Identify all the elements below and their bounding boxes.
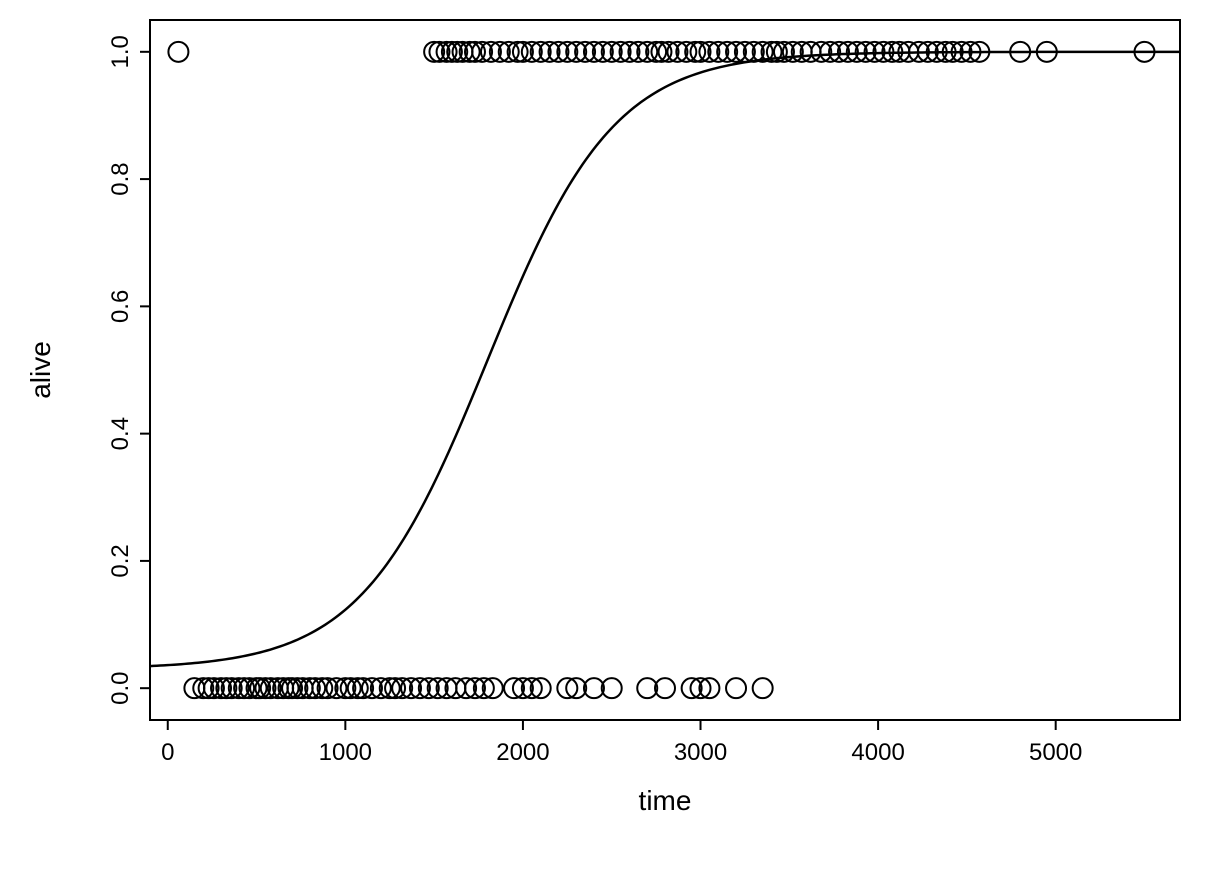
x-tick-label: 4000 [851,739,904,766]
y-tick-label: 0.0 [107,671,134,704]
x-tick-label: 0 [161,739,174,766]
logistic-scatter-chart: 0 1000 2000 3000 4000 5000 0.0 0.2 0.4 0.6 0.8 1.0 t… [0,0,1208,872]
x-axis-label: time [639,785,692,816]
chart-container: 0 1000 2000 3000 4000 5000 0.0 0.2 0.4 0.6 0.8 1.0 t… [0,0,1208,872]
y-tick-label: 0.2 [107,544,134,577]
y-tick-label: 0.4 [107,417,134,450]
x-tick-label: 5000 [1029,739,1082,766]
x-tick-label: 3000 [674,739,727,766]
x-tick-label: 1000 [319,739,372,766]
x-tick-label: 2000 [496,739,549,766]
y-tick-label: 0.6 [107,290,134,323]
y-tick-label: 1.0 [107,35,134,68]
y-tick-label: 0.8 [107,162,134,195]
y-axis-label: alive [25,341,56,399]
